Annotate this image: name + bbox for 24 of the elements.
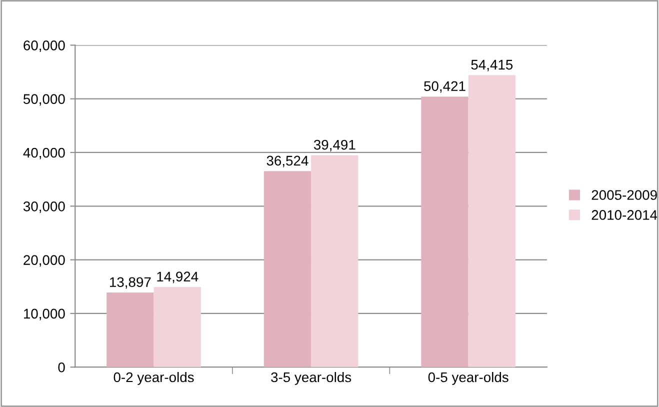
y-tick-label: 60,000 (24, 40, 65, 52)
bar (421, 96, 468, 368)
data-label: 54,415 (471, 60, 513, 72)
bar (468, 75, 516, 368)
data-label: 36,524 (266, 156, 308, 168)
y-tick-label: 0 (58, 362, 65, 372)
y-tick-label: 50,000 (23, 94, 65, 106)
x-tick-label: 0-2 year-olds (114, 372, 194, 385)
data-label: 50,421 (424, 81, 466, 93)
y-tick-label: 10,000 (24, 308, 65, 320)
data-label: 39,491 (314, 140, 356, 152)
x-tick-label: 3-5 year-olds (271, 372, 352, 385)
legend-label: 2005-2009 (592, 190, 657, 200)
data-label: 14,924 (157, 272, 198, 284)
bar (311, 155, 358, 368)
data-label: 13,897 (110, 277, 151, 289)
y-tick-label: 20,000 (24, 255, 65, 267)
bar (106, 292, 154, 368)
y-tick-label: 40,000 (23, 148, 65, 160)
bar (154, 287, 201, 368)
y-tick-label: 30,000 (23, 201, 65, 213)
legend-label: 2010-2014 (592, 210, 658, 220)
bar (264, 171, 312, 368)
x-tick-label: 0-5 year-olds (428, 372, 508, 385)
